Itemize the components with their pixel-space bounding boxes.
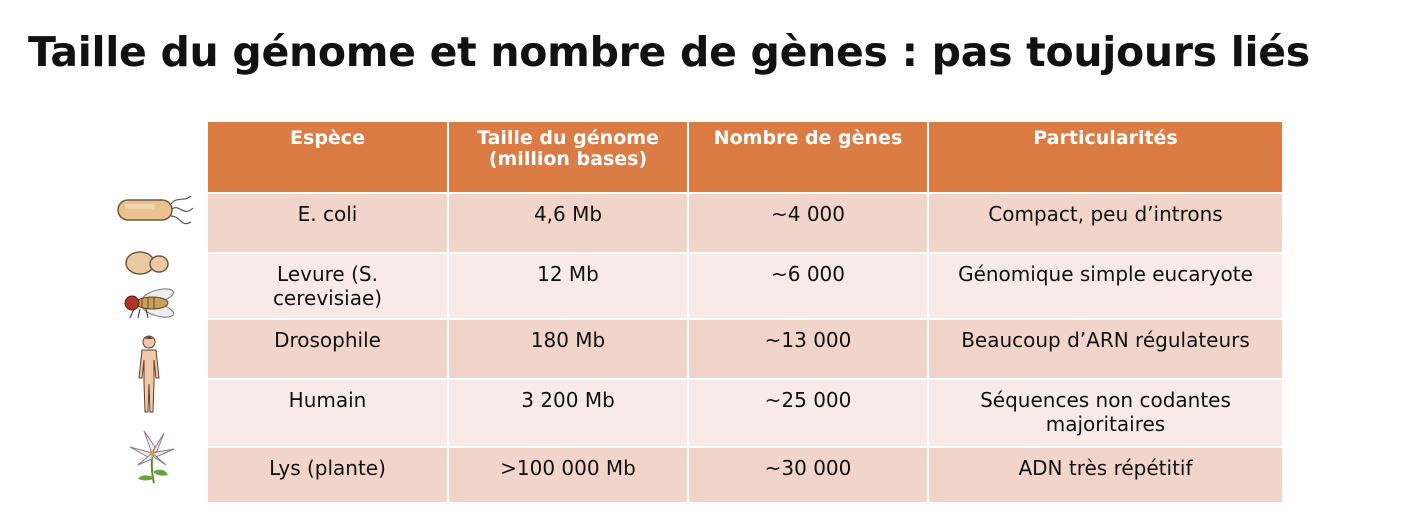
cell-features: Beaucoup d’ARN régulateurs: [928, 318, 1282, 379]
table-row: Lys (plante) >100 000 Mb ~30 000 ADN trè…: [208, 446, 1282, 502]
table-header-row: Espèce Taille du génome (million bases) …: [208, 122, 1282, 193]
cell-species: Humain: [208, 378, 449, 447]
header-genome-size-line2: (million bases): [488, 148, 648, 170]
table-row: Levure (S. cerevisiae) 12 Mb ~6 000 Géno…: [208, 252, 1282, 319]
cell-genome-size: 3 200 Mb: [448, 378, 689, 447]
header-genome-size: Taille du génome (million bases): [448, 122, 689, 193]
cell-gene-count: ~6 000: [688, 252, 929, 319]
cell-genome-size: 4,6 Mb: [448, 192, 689, 253]
lily-flower-icon: [129, 430, 175, 484]
cell-species: Lys (plante): [208, 446, 449, 502]
header-species: Espèce: [208, 122, 449, 193]
header-gene-count: Nombre de gènes: [688, 122, 929, 193]
cell-gene-count: ~13 000: [688, 318, 929, 379]
cell-features: Séquences non codantes majoritaires: [928, 378, 1282, 447]
cell-genome-size: 12 Mb: [448, 252, 689, 319]
header-features: Particularités: [928, 122, 1282, 193]
cell-gene-count: ~30 000: [688, 446, 929, 502]
human-figure-icon: [138, 335, 160, 413]
page-title: Taille du génome et nombre de gènes : pa…: [28, 28, 1310, 76]
table-row: Drosophile 180 Mb ~13 000 Beaucoup d’ARN…: [208, 318, 1282, 379]
cell-features: ADN très répétitif: [928, 446, 1282, 502]
genome-table: Espèce Taille du génome (million bases) …: [208, 122, 1282, 502]
cell-features: Génomique simple eucaryote: [928, 252, 1282, 319]
yeast-cell-icon: [125, 251, 169, 275]
cell-gene-count: ~25 000: [688, 378, 929, 447]
bacterium-icon: [117, 195, 194, 225]
header-genome-size-line1: Taille du génome: [477, 127, 659, 149]
cell-features: Compact, peu d’introns: [928, 192, 1282, 253]
cell-gene-count: ~4 000: [688, 192, 929, 253]
table-row: Humain 3 200 Mb ~25 000 Séquences non co…: [208, 378, 1282, 447]
cell-genome-size: 180 Mb: [448, 318, 689, 379]
cell-species: Drosophile: [208, 318, 449, 379]
cell-species: E. coli: [208, 192, 449, 253]
fruit-fly-icon: [124, 288, 175, 319]
cell-species: Levure (S. cerevisiae): [208, 252, 449, 319]
table-row: E. coli 4,6 Mb ~4 000 Compact, peu d’int…: [208, 192, 1282, 253]
cell-genome-size: >100 000 Mb: [448, 446, 689, 502]
